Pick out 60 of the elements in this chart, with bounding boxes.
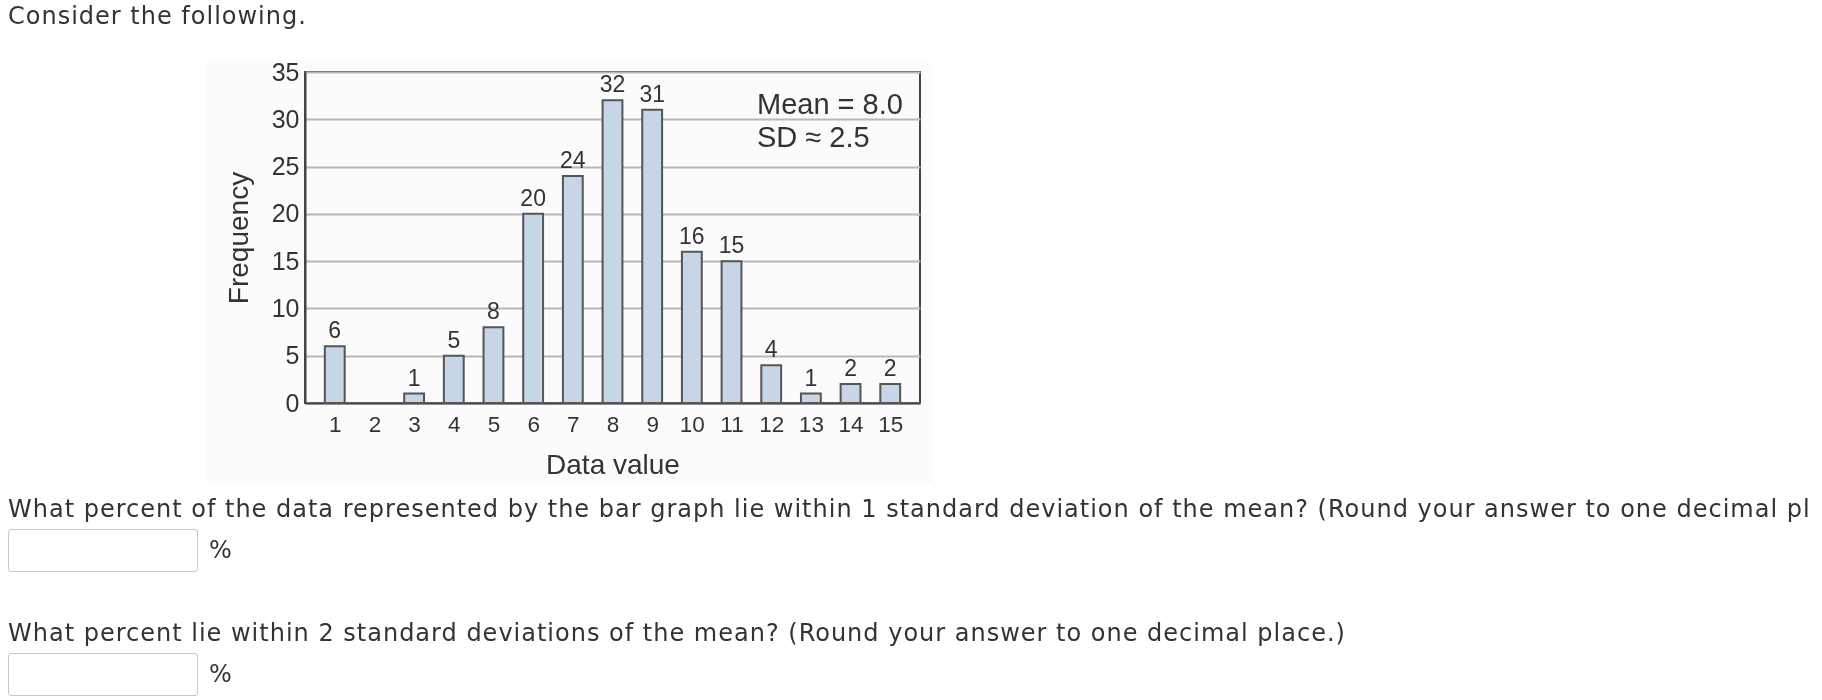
- bar: [403, 392, 426, 404]
- x-axis-title: Data value: [546, 449, 680, 480]
- bar: [561, 175, 584, 404]
- bar: [760, 364, 783, 404]
- x-tick-label: 12: [759, 411, 785, 437]
- data-label: 20: [520, 184, 546, 211]
- data-label: 6: [328, 317, 342, 344]
- y-axis-title: Frequency: [222, 171, 254, 305]
- data-label: 8: [487, 298, 500, 325]
- bar: [522, 212, 545, 404]
- y-tick-label: 20: [271, 199, 300, 228]
- data-label: 16: [679, 222, 705, 249]
- y-tick-label: 5: [285, 341, 300, 370]
- data-label: 2: [844, 355, 857, 382]
- chart-title: Consider the following.: [8, 2, 307, 30]
- annotation: Mean = 8.0: [757, 88, 903, 120]
- data-label: 1: [804, 364, 818, 391]
- bar: [601, 99, 624, 404]
- data-label: 24: [560, 147, 586, 174]
- bar: [680, 250, 703, 404]
- x-tick-label: 9: [646, 411, 659, 437]
- bar: [839, 383, 862, 404]
- y-tick-label: 15: [271, 246, 300, 275]
- bar: [720, 260, 743, 404]
- x-tick-label: 3: [408, 411, 421, 437]
- x-tick-label: 15: [878, 411, 904, 437]
- x-tick-label: 5: [487, 411, 501, 437]
- y-tick-label: 30: [271, 104, 300, 133]
- x-tick-label: 14: [838, 411, 864, 437]
- x-tick-label: 10: [679, 411, 705, 437]
- text: %: [209, 660, 233, 688]
- bar: [442, 354, 465, 404]
- bar: [641, 108, 664, 404]
- data-label: 4: [764, 336, 778, 363]
- text: What percent lie within 2 standard deviations of the mean? (Round your answer to one decimal place.): [8, 619, 1346, 647]
- bar: [323, 345, 346, 404]
- bar: [482, 326, 505, 404]
- text: What percent of the data represented by the bar graph lie within 1 standard deviation of the mean? (Round your answer to one decimal pl: [8, 495, 1811, 523]
- x-tick-label: 13: [798, 411, 824, 437]
- annotation: SD ≈ 2.5: [757, 121, 870, 153]
- data-label: 31: [639, 80, 665, 107]
- y-tick-label: 0: [285, 388, 300, 417]
- data-label: 2: [883, 355, 897, 382]
- y-tick-label: 35: [271, 57, 300, 86]
- x-tick-label: 7: [567, 411, 580, 437]
- x-tick-label: 6: [527, 411, 540, 437]
- x-tick-label: 8: [606, 411, 620, 437]
- y-tick-label: 10: [271, 293, 300, 322]
- bar: [799, 392, 822, 404]
- text: %: [209, 536, 233, 564]
- data-label: 5: [447, 326, 461, 353]
- y-tick-label: 25: [271, 152, 300, 181]
- x-tick-label: 4: [448, 411, 461, 437]
- x-tick-label: 11: [720, 411, 744, 437]
- data-label: 15: [718, 232, 745, 259]
- x-tick-label: 2: [368, 411, 382, 437]
- data-label: 32: [599, 71, 626, 98]
- data-label: 1: [407, 364, 421, 391]
- x-tick-label: 1: [329, 411, 342, 437]
- bar: [879, 383, 902, 404]
